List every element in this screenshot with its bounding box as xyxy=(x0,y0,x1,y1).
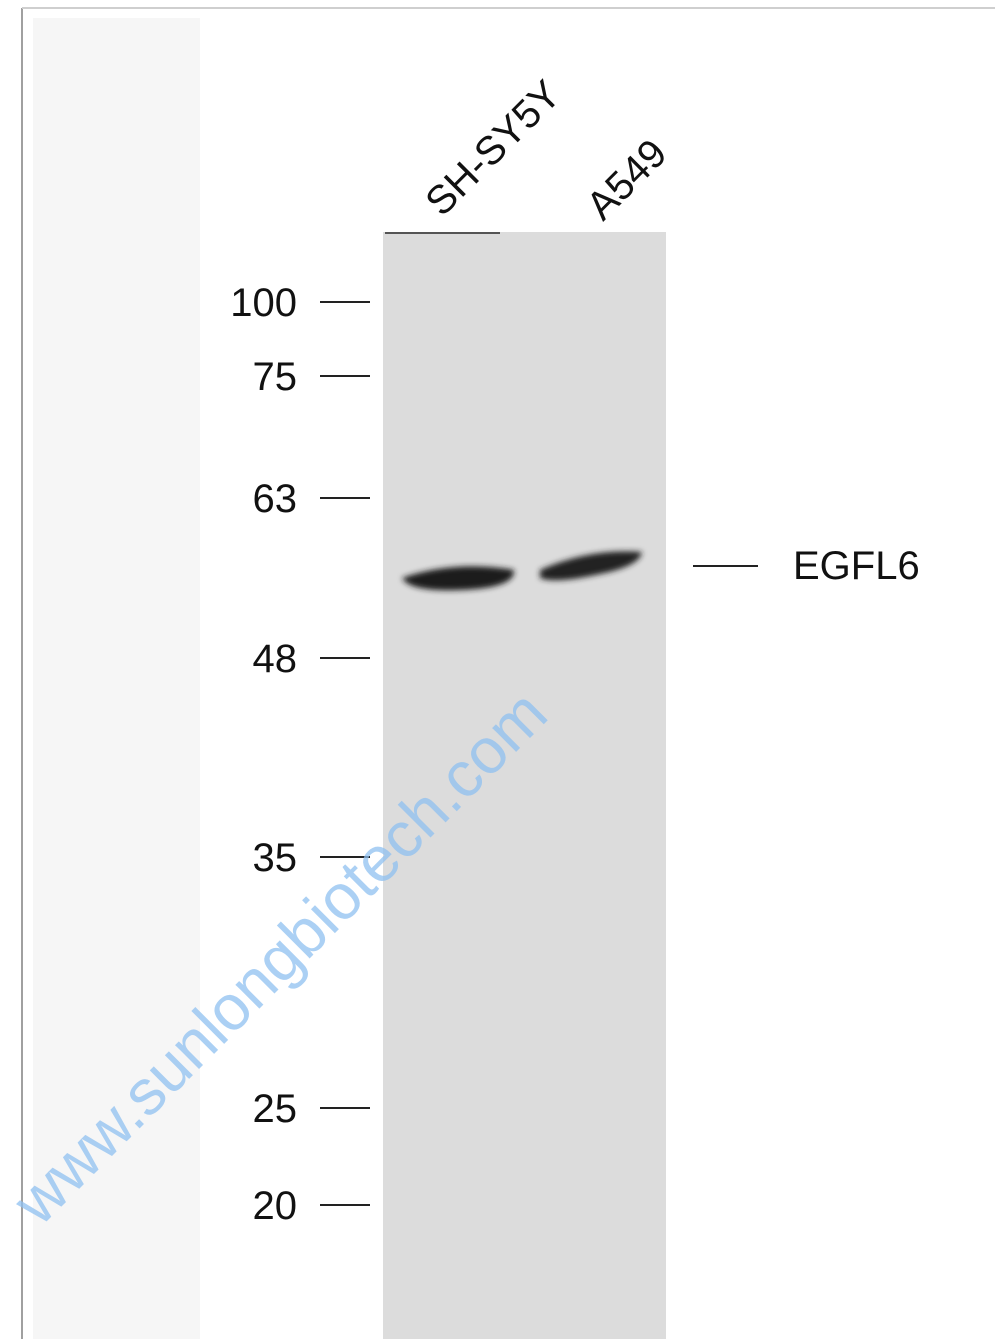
band xyxy=(402,566,515,591)
blot-membrane xyxy=(383,232,666,1339)
band xyxy=(540,551,642,581)
marker-label: 35 xyxy=(253,836,298,880)
image-margin xyxy=(33,18,200,1339)
marker-label: 100 xyxy=(230,281,297,325)
marker-label: 20 xyxy=(253,1184,298,1228)
band-label: EGFL6 xyxy=(793,544,920,588)
marker-label: 25 xyxy=(253,1087,298,1131)
marker-ladder: 100 75 63 48 35 25 20 xyxy=(230,281,370,1228)
marker-label: 75 xyxy=(253,355,298,399)
marker-label: 48 xyxy=(253,637,298,681)
marker-label: 63 xyxy=(253,477,298,521)
